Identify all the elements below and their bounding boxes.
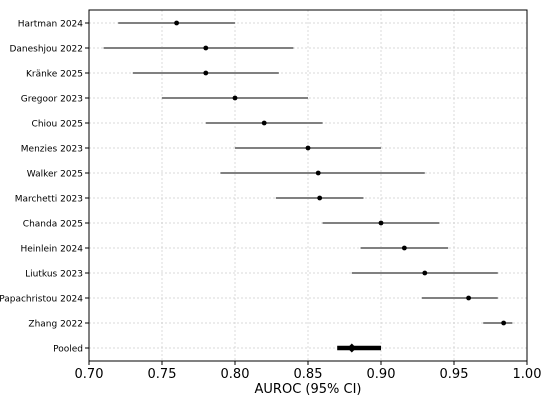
study-point-estimate bbox=[317, 195, 323, 201]
study-point-estimate bbox=[261, 120, 267, 126]
study-label: Kränke 2025 bbox=[26, 70, 83, 80]
study-point-estimate bbox=[378, 220, 384, 226]
x-tick-label: 0.85 bbox=[294, 367, 323, 382]
x-tick-label: 0.95 bbox=[440, 367, 469, 382]
study-point-estimate bbox=[305, 145, 311, 151]
study-label: Chanda 2025 bbox=[23, 220, 83, 230]
x-axis-label: AUROC (95% CI) bbox=[255, 382, 362, 397]
study-point-estimate bbox=[203, 70, 209, 76]
study-point-estimate bbox=[466, 295, 471, 301]
study-label: Papachristou 2024 bbox=[0, 295, 83, 305]
study-label: Gregoor 2023 bbox=[21, 95, 83, 105]
x-tick-label: 0.90 bbox=[367, 367, 396, 382]
x-tick-label: 1.00 bbox=[513, 367, 542, 382]
study-point-estimate bbox=[203, 45, 209, 51]
study-point-estimate bbox=[401, 245, 407, 251]
pooled-label: Pooled bbox=[53, 345, 83, 355]
x-tick-label: 0.70 bbox=[75, 367, 104, 382]
study-label: Heinlein 2024 bbox=[20, 245, 83, 255]
x-axis-ticks: 0.70 0.75 0.80 0.85 0.90 0.95 1.00 bbox=[75, 22, 542, 382]
study-point-estimate bbox=[174, 20, 180, 26]
study-point-estimate bbox=[422, 270, 428, 276]
study-label: Liutkus 2023 bbox=[25, 270, 83, 280]
x-tick-label: 0.80 bbox=[221, 367, 250, 382]
study-label: Zhang 2022 bbox=[28, 320, 83, 330]
study-label: Daneshjou 2022 bbox=[9, 45, 83, 55]
x-tick-label: 0.75 bbox=[148, 367, 177, 382]
study-point-estimate bbox=[315, 170, 321, 176]
study-point-estimate bbox=[232, 95, 238, 101]
study-label: Chiou 2025 bbox=[32, 120, 83, 130]
study-marks bbox=[103, 20, 513, 353]
pooled-estimate-diamond bbox=[347, 343, 357, 353]
study-label: Walker 2025 bbox=[27, 170, 83, 180]
study-label: Marchetti 2023 bbox=[15, 195, 83, 205]
plot-frame bbox=[88, 9, 528, 362]
study-point-estimate bbox=[501, 320, 507, 326]
study-label: Hartman 2024 bbox=[18, 20, 84, 30]
study-labels: Hartman 2024 Daneshjou 2022 Kränke 2025 Gre… bbox=[0, 20, 83, 355]
study-label: Menzies 2023 bbox=[21, 145, 83, 155]
